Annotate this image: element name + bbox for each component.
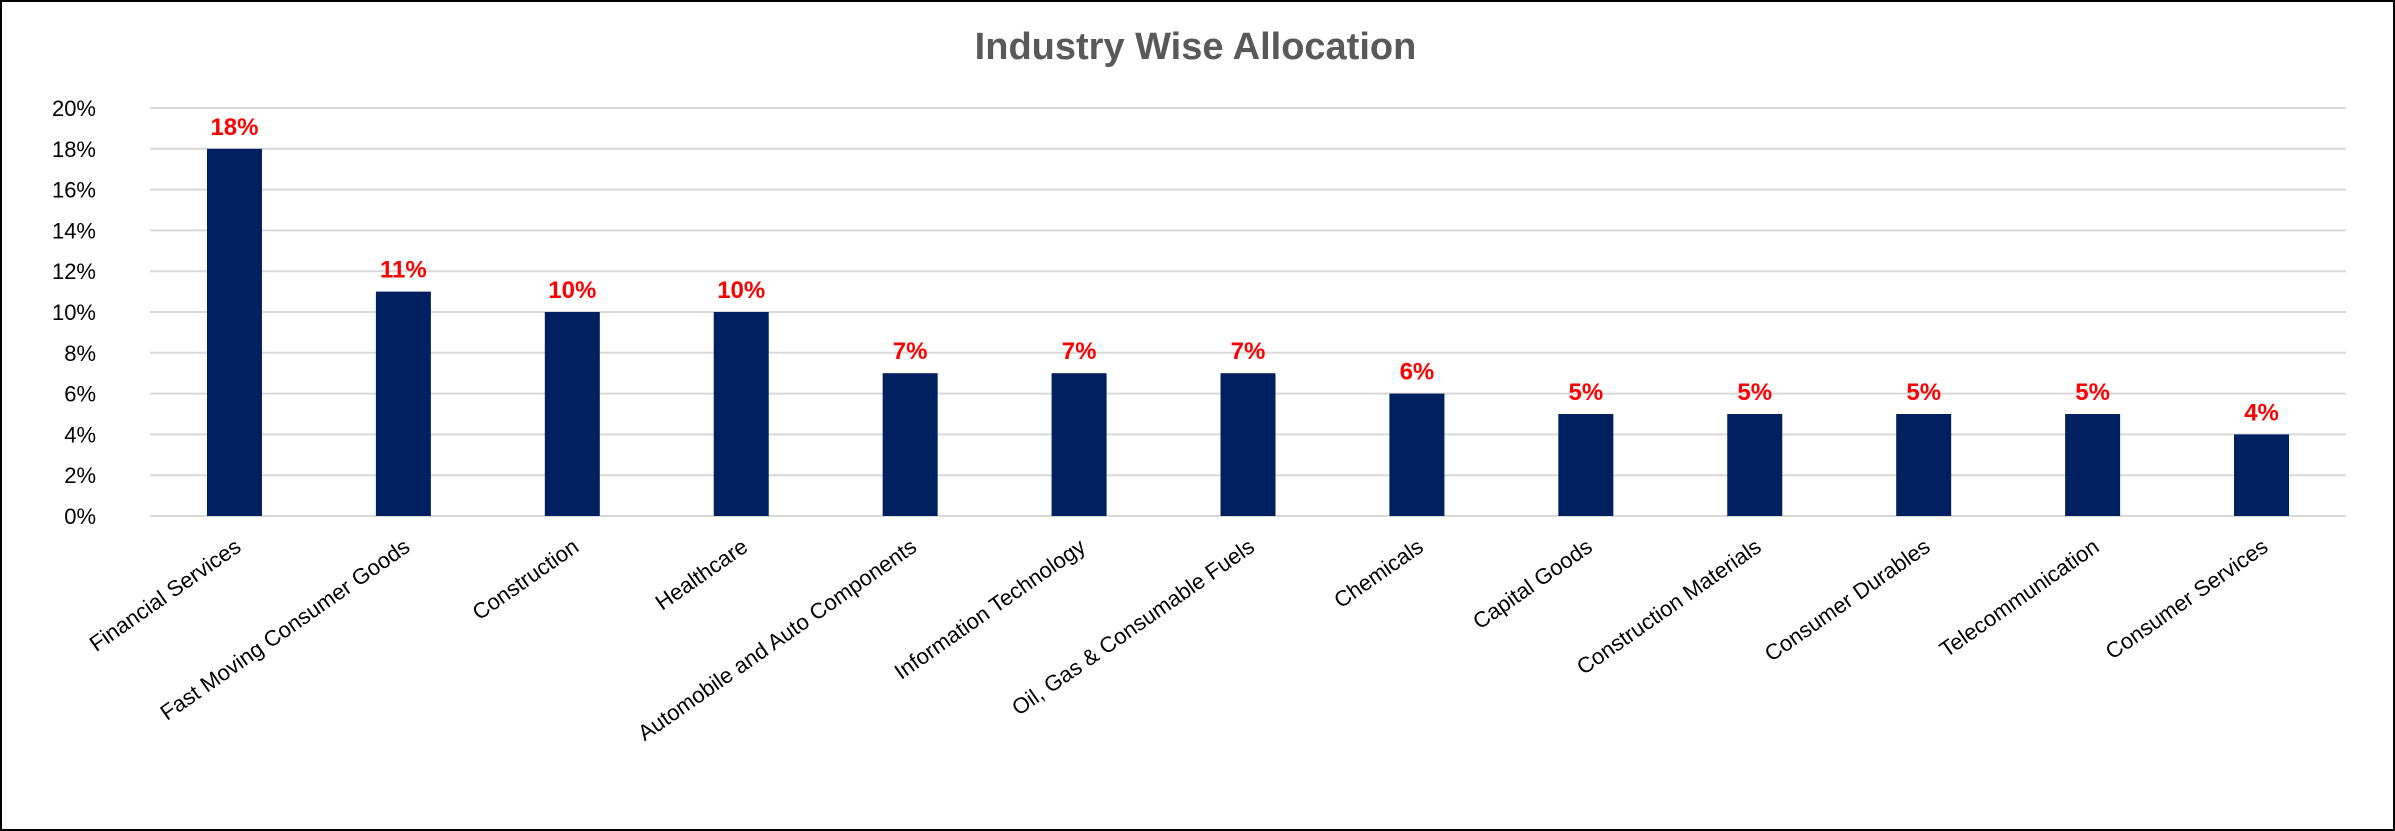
bar <box>1389 393 1445 516</box>
gridlines <box>150 107 2346 517</box>
x-category-label: Financial Services <box>85 534 246 657</box>
bar <box>2065 414 2121 516</box>
data-labels: 18% 11% 10% 10% 7% 7% 7% 6% 5% 5% 5% 5% 4% <box>210 114 2278 427</box>
x-category-label: Automobile and Auto Components <box>633 534 921 746</box>
data-label: 11% <box>380 257 427 284</box>
x-category-label: Telecommunication <box>1935 534 2104 662</box>
data-label: 5% <box>1737 379 1772 406</box>
data-label: 5% <box>1906 379 1941 406</box>
y-tick-label: 8% <box>64 341 96 366</box>
x-category-label: Consumer Services <box>2101 534 2273 665</box>
y-tick-label: 16% <box>52 178 96 203</box>
y-tick-label: 18% <box>52 137 96 162</box>
data-label: 10% <box>548 277 596 304</box>
bar <box>544 312 600 516</box>
bar <box>1220 373 1276 516</box>
y-tick-label: 10% <box>52 300 96 325</box>
y-tick-label: 12% <box>52 259 96 284</box>
y-tick-label: 0% <box>64 504 96 529</box>
data-label: 7% <box>1231 338 1266 365</box>
x-category-label: Consumer Durables <box>1760 534 1935 667</box>
data-label: 6% <box>1400 359 1435 386</box>
x-category-label: Healthcare <box>651 534 752 616</box>
bar <box>1558 414 1614 516</box>
x-category-label: Chemicals <box>1329 534 1427 613</box>
bar <box>713 312 769 516</box>
bar <box>375 291 431 516</box>
bars <box>206 148 2290 517</box>
y-tick-label: 4% <box>64 422 96 447</box>
y-tick-label: 14% <box>52 218 96 243</box>
y-tick-label: 6% <box>64 382 96 407</box>
data-label: 5% <box>2075 379 2110 406</box>
bar <box>1727 414 1783 516</box>
x-category-label: Construction <box>468 534 584 625</box>
y-axis-ticks: 0% 2% 4% 6% 8% 10% 12% 14% 16% 18% 20% <box>52 96 96 529</box>
bar <box>206 148 262 517</box>
data-label: 7% <box>893 338 928 365</box>
y-tick-label: 2% <box>64 463 96 488</box>
bar <box>882 373 938 516</box>
chart-title: Industry Wise Allocation <box>974 26 1417 68</box>
bar <box>1051 373 1107 516</box>
data-label: 5% <box>1569 379 1604 406</box>
x-category-label: Construction Materials <box>1572 534 1766 680</box>
bar <box>2234 434 2290 516</box>
y-tick-label: 20% <box>52 96 96 121</box>
data-label: 18% <box>210 114 258 141</box>
x-category-label: Capital Goods <box>1468 534 1597 634</box>
data-label: 10% <box>717 277 765 304</box>
data-label: 4% <box>2244 399 2279 426</box>
bar <box>1896 414 1952 516</box>
data-label: 7% <box>1062 338 1097 365</box>
